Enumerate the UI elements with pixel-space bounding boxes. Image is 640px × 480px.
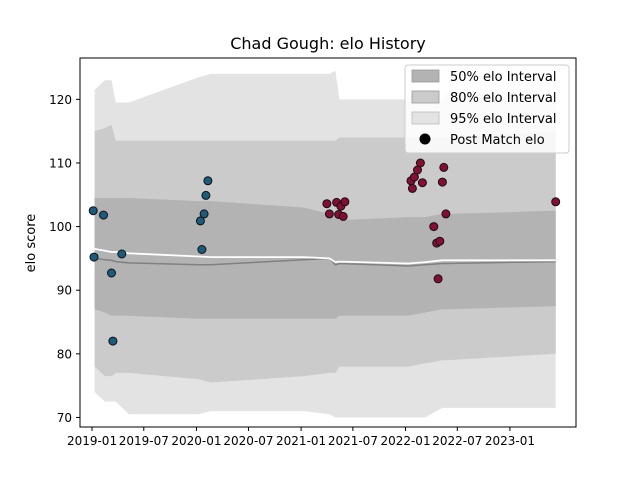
data-point	[417, 178, 427, 188]
interval-bands	[94, 70, 556, 418]
data-point	[437, 177, 447, 187]
data-point	[203, 176, 213, 186]
data-point	[407, 183, 417, 193]
data-point	[322, 199, 332, 209]
data-point	[108, 336, 118, 346]
data-point	[197, 245, 207, 254]
y-tick-label: 90	[57, 284, 72, 298]
legend-box	[404, 64, 570, 154]
chart-title: Chad Gough: elo History	[230, 34, 426, 53]
data-point	[433, 274, 443, 284]
legend-marker-post-match	[419, 133, 431, 145]
trend-lines	[94, 248, 556, 267]
x-tick-label: 2021-07	[328, 434, 378, 448]
x-tick-label: 2021-01	[276, 434, 326, 448]
data-point	[201, 190, 211, 200]
x-tick-label: 2023-01	[485, 434, 535, 448]
data-point	[88, 206, 98, 216]
y-tick-label: 110	[49, 156, 72, 170]
x-tick-label: 2020-07	[223, 434, 273, 448]
data-point	[195, 216, 205, 226]
legend-swatch-80	[411, 90, 440, 104]
data-point	[107, 268, 116, 278]
plot-frame	[79, 57, 577, 428]
data-point	[338, 211, 348, 221]
data-point	[199, 209, 209, 219]
x-tick-label: 2019-07	[119, 434, 169, 448]
data-point	[429, 222, 439, 232]
data-point	[340, 197, 350, 207]
data-point	[439, 162, 449, 172]
data-point	[551, 197, 561, 207]
legend-swatch-95	[411, 111, 440, 125]
data-point	[435, 236, 445, 246]
legend-label-50: 50% elo Interval	[450, 70, 557, 85]
legend: 50% elo Interval 80% elo Interval 95% el…	[404, 64, 570, 154]
data-point	[441, 209, 451, 219]
data-point	[89, 252, 99, 262]
legend-label-80: 80% elo Interval	[450, 91, 557, 106]
post-match-points	[88, 158, 561, 346]
x-tick-label: 2020-01	[171, 434, 221, 448]
y-axis: 70 80 90 100 110 120	[49, 93, 80, 425]
data-point	[324, 209, 334, 219]
x-tick-label: 2019-01	[67, 434, 117, 448]
legend-label-post-match: Post Match elo	[450, 133, 545, 148]
y-tick-label: 100	[49, 220, 72, 234]
data-point	[99, 210, 108, 220]
y-axis-label: elo score	[24, 214, 39, 273]
mean-elo-line	[94, 248, 556, 265]
x-axis: 2019-01 2019-07 2020-01 2020-07 2021-01 2021-…	[67, 427, 535, 448]
median-elo-line	[94, 257, 556, 267]
legend-label-95: 95% elo Interval	[450, 112, 557, 127]
data-point	[415, 158, 425, 168]
x-tick-label: 2022-01	[380, 434, 430, 448]
y-tick-label: 120	[49, 93, 72, 107]
y-tick-label: 70	[57, 411, 72, 425]
x-tick-label: 2022-07	[432, 434, 482, 448]
y-tick-label: 80	[57, 347, 72, 361]
legend-swatch-50	[411, 69, 440, 83]
data-point	[117, 249, 127, 259]
